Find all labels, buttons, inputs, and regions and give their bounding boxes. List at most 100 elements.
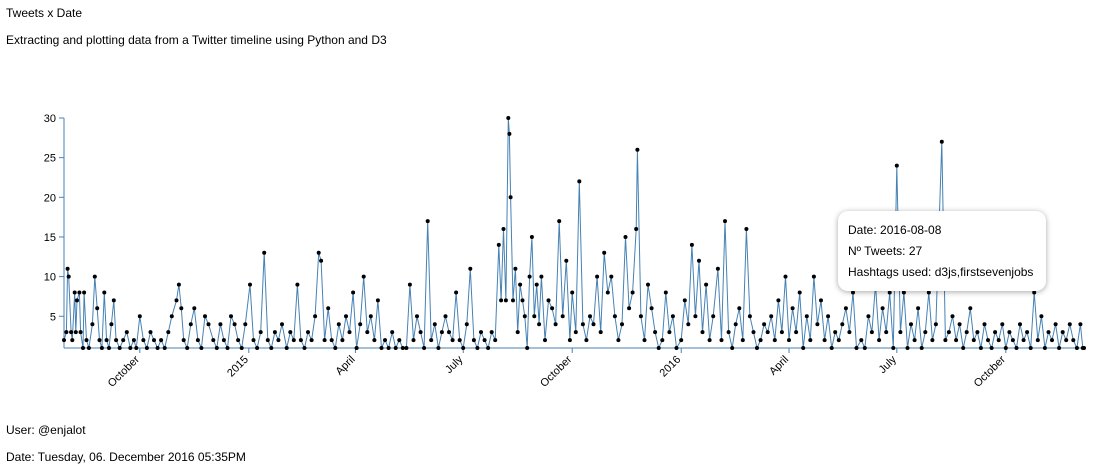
data-point	[298, 338, 303, 343]
data-point	[707, 338, 712, 343]
data-point	[269, 346, 274, 350]
data-point	[344, 314, 348, 319]
data-point	[564, 258, 569, 263]
data-point	[211, 338, 216, 343]
y-tick-label: 25	[44, 153, 56, 165]
data-point	[90, 322, 95, 327]
data-point	[236, 338, 241, 343]
data-point	[679, 338, 684, 343]
data-point	[199, 346, 204, 350]
tooltip-date: Date: 2016-08-08	[848, 223, 942, 237]
data-point	[616, 338, 621, 343]
data-point	[943, 338, 948, 343]
data-point	[638, 314, 643, 319]
data-point	[794, 330, 799, 335]
tooltip-hashtags: Hashtags used: d3js,firstsevenjobs	[848, 265, 1034, 279]
data-point	[776, 298, 781, 303]
data-point	[457, 338, 462, 343]
data-point	[570, 290, 575, 295]
data-point	[137, 314, 142, 319]
data-point	[302, 346, 307, 350]
y-tick-label: 5	[50, 311, 56, 323]
data-point	[70, 338, 75, 343]
data-point	[930, 338, 935, 343]
tweets-series-line	[63, 117, 1084, 350]
data-point	[306, 330, 310, 335]
data-point	[336, 322, 341, 327]
data-point	[429, 338, 434, 343]
data-point	[181, 338, 186, 343]
data-point	[950, 314, 955, 319]
data-point	[124, 330, 129, 335]
data-point	[99, 346, 104, 350]
data-point	[660, 338, 665, 343]
data-point	[550, 306, 555, 311]
data-point	[62, 338, 66, 343]
data-point	[243, 322, 248, 327]
data-point	[982, 322, 987, 327]
data-point	[195, 338, 200, 343]
data-point	[822, 338, 827, 343]
data-point	[968, 306, 973, 311]
data-point	[375, 298, 380, 303]
data-point	[946, 330, 951, 335]
data-point	[939, 139, 944, 144]
data-point	[854, 346, 859, 350]
data-point	[529, 235, 534, 239]
data-point	[602, 250, 607, 255]
data-point	[454, 290, 459, 295]
data-point	[333, 346, 338, 350]
data-point	[329, 338, 334, 343]
data-point	[390, 330, 395, 335]
data-point	[104, 338, 109, 343]
data-point	[501, 227, 506, 231]
data-point	[609, 274, 614, 279]
data-point	[862, 346, 867, 350]
data-point	[111, 298, 116, 303]
x-tick-label: April	[333, 354, 357, 378]
data-point	[319, 258, 324, 263]
data-point	[751, 330, 756, 335]
data-point	[733, 322, 738, 327]
data-point	[577, 179, 582, 184]
data-point	[1018, 322, 1022, 327]
data-point	[493, 338, 498, 343]
data-point	[730, 346, 735, 350]
data-point	[747, 314, 752, 319]
data-point	[383, 338, 387, 343]
data-point	[693, 314, 698, 319]
data-point	[1039, 314, 1044, 319]
data-point	[291, 338, 296, 343]
data-point	[737, 306, 742, 311]
data-point	[81, 346, 85, 350]
data-point	[520, 298, 525, 303]
data-point	[656, 346, 661, 350]
data-point	[1010, 338, 1015, 343]
page-subtitle: Extracting and plotting data from a Twit…	[6, 33, 387, 47]
data-point	[649, 306, 654, 311]
data-point	[783, 274, 788, 279]
data-point	[804, 314, 809, 319]
y-tick-label: 20	[44, 192, 56, 204]
data-point	[422, 346, 427, 350]
data-point	[188, 322, 193, 327]
data-point	[179, 306, 184, 311]
data-point	[1060, 330, 1065, 335]
data-point	[468, 266, 473, 271]
data-point	[978, 346, 983, 350]
data-point	[605, 290, 610, 295]
data-point	[203, 314, 207, 319]
data-point	[513, 266, 518, 271]
data-point	[894, 163, 899, 168]
data-point	[479, 330, 483, 335]
data-point	[670, 314, 675, 319]
x-tick-label: 2016	[658, 354, 684, 380]
data-point	[1046, 330, 1051, 335]
data-point	[166, 330, 171, 335]
data-point	[1067, 322, 1072, 327]
data-point	[69, 330, 74, 335]
data-point	[1032, 290, 1037, 295]
data-point	[898, 330, 903, 335]
x-tick-label: 2015	[225, 354, 251, 380]
